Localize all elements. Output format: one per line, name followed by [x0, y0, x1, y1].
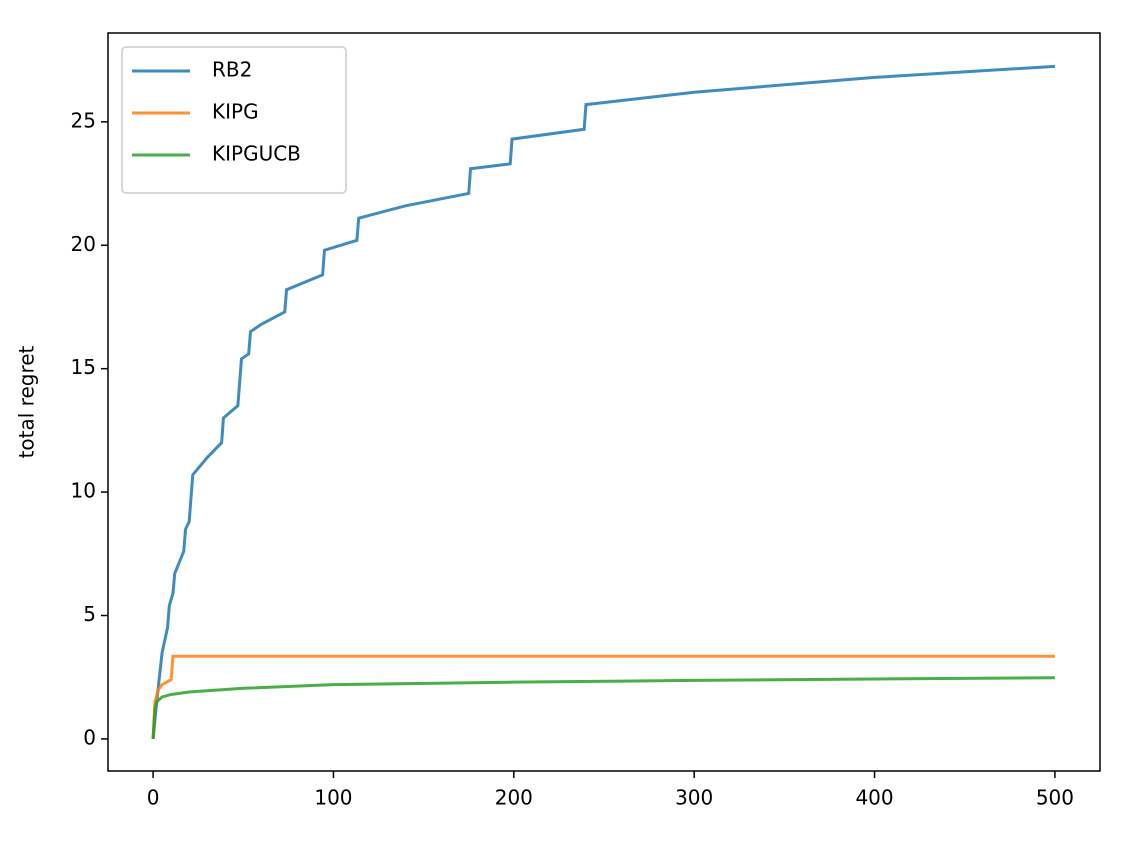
legend-label: KIPG [212, 100, 259, 124]
line-series [151, 654, 1055, 739]
plot-frame [107, 32, 1101, 772]
y-tick-label: 10 [71, 479, 96, 503]
line-series [151, 64, 1056, 740]
x-tick-label: 300 [675, 786, 713, 810]
legend-label: RB2 [212, 58, 252, 82]
y-tick-label: 0 [83, 725, 96, 749]
x-tick-label: 500 [1036, 786, 1074, 810]
x-tick-label: 200 [495, 786, 533, 810]
x-tick-label: 0 [147, 786, 160, 810]
line-series [151, 676, 1055, 740]
y-tick-label: 20 [71, 232, 96, 256]
legend-label: KIPGUCB [212, 142, 301, 166]
y-tick-label: 15 [71, 355, 96, 379]
y-tick-label: 5 [83, 602, 96, 626]
x-tick-label: 400 [855, 786, 893, 810]
y-tick-label: 25 [71, 108, 96, 132]
y-axis-label: total regret [15, 345, 39, 458]
x-tick-label: 100 [314, 786, 352, 810]
